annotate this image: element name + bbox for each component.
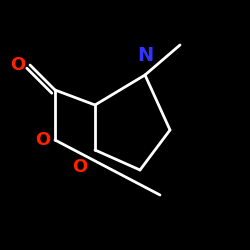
Text: O: O [10,56,25,74]
Text: O: O [35,131,50,149]
Text: N: N [137,46,153,65]
Text: O: O [72,158,88,176]
